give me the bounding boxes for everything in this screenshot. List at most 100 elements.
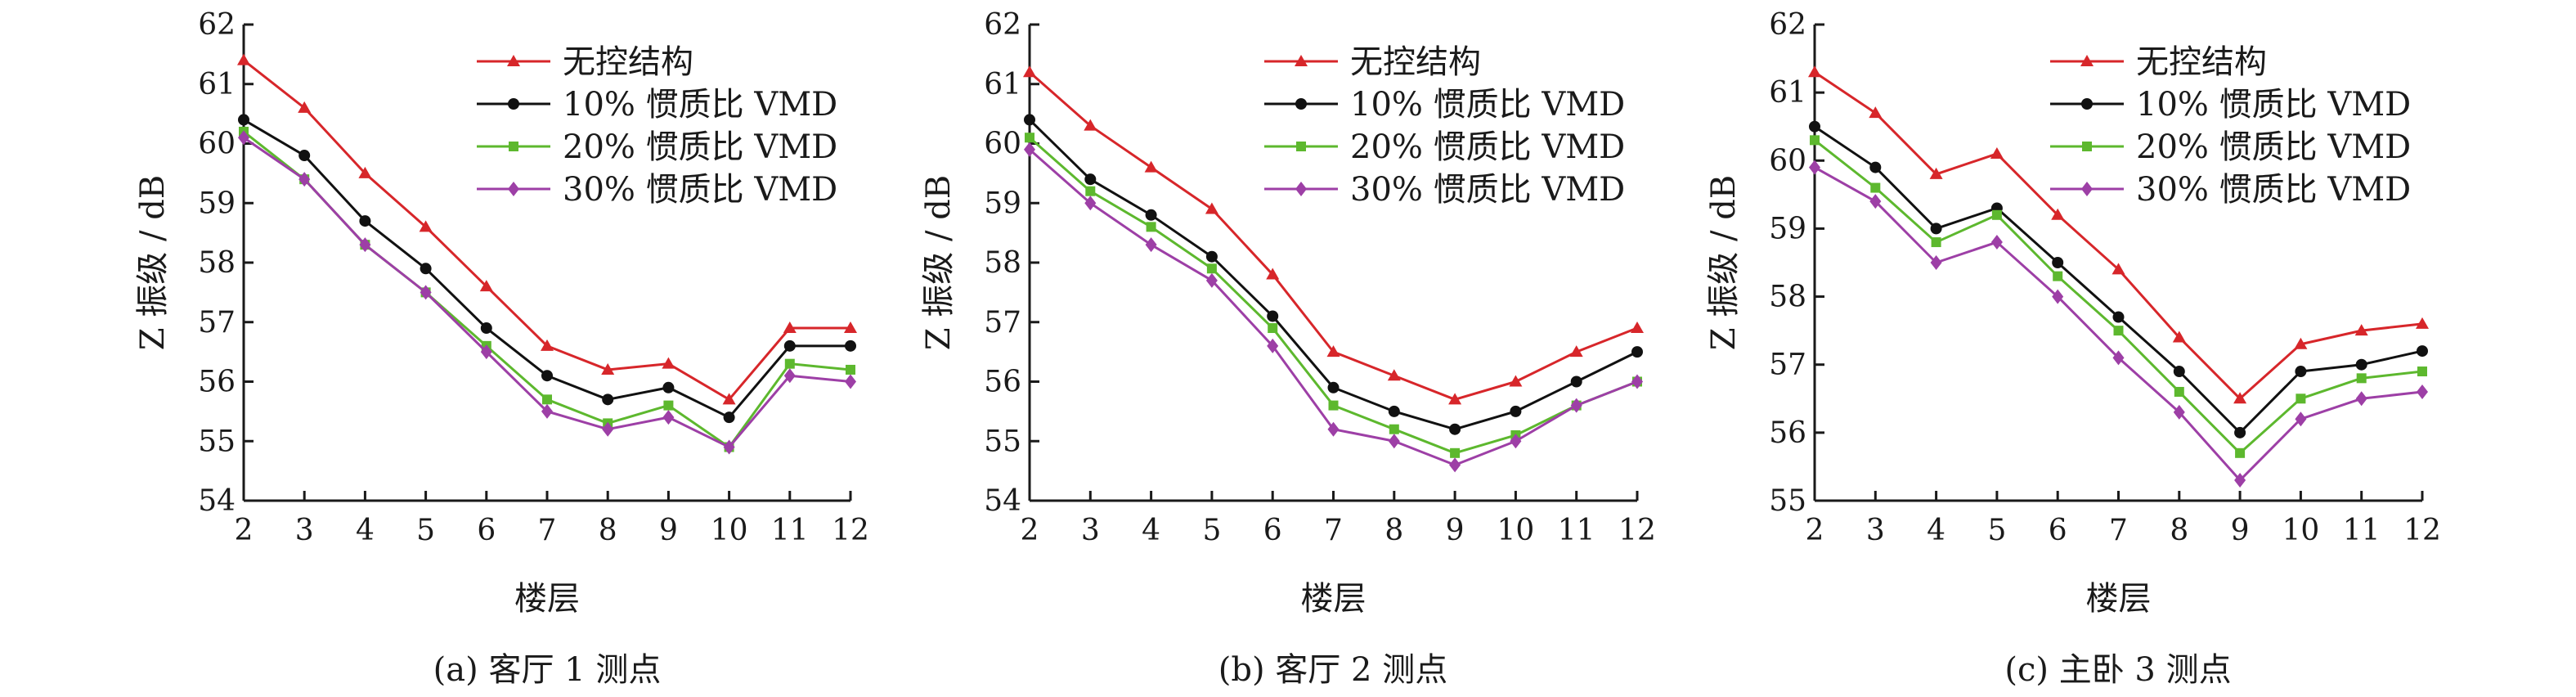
y-tick-label: 60 [984, 128, 1021, 161]
y-tick-label: 58 [1769, 281, 1806, 314]
data-point [1808, 65, 1821, 78]
legend-label: 20% 惯质比 VMD [563, 128, 837, 166]
data-point [2173, 404, 2185, 420]
x-tick-label: 4 [1142, 514, 1160, 547]
x-tick-label: 5 [1202, 514, 1221, 547]
x-axis-label: 楼层 [1301, 580, 1367, 618]
data-point [1145, 209, 1157, 221]
data-point [1448, 393, 1462, 405]
data-point [358, 166, 372, 178]
data-point [1930, 255, 1942, 270]
data-point [1869, 106, 1883, 119]
legend-entry: 无控结构 [477, 43, 693, 81]
x-tick-label: 7 [1324, 514, 1343, 547]
legend-entry: 无控结构 [2050, 43, 2267, 81]
data-point [420, 263, 432, 275]
data-point [1389, 424, 1399, 434]
x-tick-label: 3 [295, 514, 314, 547]
data-point [1870, 182, 1881, 193]
x-tick-label: 3 [1866, 514, 1885, 547]
y-tick-label: 56 [1769, 416, 1806, 450]
data-point [662, 357, 675, 369]
data-point [663, 400, 674, 411]
data-point [2296, 393, 2306, 404]
data-point [1931, 237, 1941, 248]
y-tick-label: 54 [984, 484, 1021, 518]
y-axis-label: Z 振级 / dB [920, 175, 958, 350]
data-point [1387, 369, 1401, 381]
y-tick-label: 61 [984, 68, 1021, 101]
data-point [2416, 317, 2429, 329]
legend-label: 30% 惯质比 VMD [2136, 171, 2411, 209]
x-tick-label: 12 [832, 514, 869, 547]
legend-entry: 20% 惯质比 VMD [477, 128, 837, 166]
data-point [783, 340, 796, 352]
y-tick-label: 61 [1769, 76, 1806, 110]
y-tick-label: 57 [198, 306, 236, 340]
y-tick-label: 62 [198, 8, 236, 42]
data-point [1145, 237, 1157, 253]
y-tick-label: 62 [984, 8, 1021, 42]
x-tick-label: 11 [1558, 514, 1595, 547]
data-point [844, 322, 857, 334]
data-point [1084, 196, 1097, 211]
data-point [541, 339, 554, 351]
data-point [1990, 235, 2003, 250]
legend-marker [507, 55, 520, 66]
data-point [541, 370, 553, 382]
series-3 [1024, 142, 1643, 473]
legend-marker [2082, 142, 2092, 151]
x-tick-label: 9 [659, 514, 678, 547]
x-tick-label: 11 [2343, 514, 2381, 547]
x-tick-label: 2 [235, 514, 254, 547]
x-tick-label: 4 [356, 514, 375, 547]
data-point [480, 344, 492, 360]
x-tick-label: 5 [1987, 514, 2006, 547]
data-point [541, 403, 553, 419]
data-point [1388, 405, 1400, 417]
x-tick-label: 7 [538, 514, 557, 547]
data-point [723, 411, 735, 424]
data-point [1084, 119, 1097, 131]
data-point [479, 280, 493, 292]
legend-entry: 30% 惯质比 VMD [477, 171, 837, 209]
data-point [2235, 447, 2246, 458]
y-tick-label: 60 [1769, 144, 1806, 178]
data-point [480, 322, 492, 335]
data-point [1809, 160, 1820, 175]
data-point [2053, 271, 2063, 281]
series-1 [238, 114, 856, 424]
data-point [723, 439, 735, 455]
x-tick-label: 8 [599, 514, 617, 547]
data-point [1267, 338, 1279, 353]
data-point [783, 368, 796, 384]
data-point [845, 374, 856, 389]
legend-marker [508, 182, 519, 196]
y-tick-label: 55 [198, 425, 236, 458]
x-tick-label: 4 [1927, 514, 1945, 547]
data-point [2112, 263, 2125, 275]
data-point [1510, 434, 1522, 449]
data-point [2112, 350, 2125, 366]
data-point [1268, 323, 1278, 334]
x-tick-label: 12 [1618, 514, 1656, 547]
data-point [1206, 263, 1217, 274]
data-point [238, 130, 249, 146]
data-point [2234, 473, 2246, 488]
x-tick-label: 5 [416, 514, 435, 547]
series-0 [1808, 65, 2429, 404]
series-3 [1809, 160, 2428, 488]
panel-caption: (a) 客厅 1 测点 [433, 651, 662, 689]
legend: 无控结构 10% 惯质比 VMD 20% 惯质比 VMD 30% 惯质比 VMD [477, 43, 837, 209]
legend-entry: 无控结构 [1264, 43, 1481, 81]
legend-marker [1296, 142, 1306, 151]
data-point [1024, 142, 1035, 157]
data-point [1023, 65, 1036, 78]
legend-marker [1295, 98, 1307, 110]
x-axis-label: 楼层 [2086, 580, 2152, 618]
data-point [1024, 114, 1035, 126]
y-tick-label: 56 [984, 366, 1021, 399]
data-point [2417, 366, 2427, 377]
